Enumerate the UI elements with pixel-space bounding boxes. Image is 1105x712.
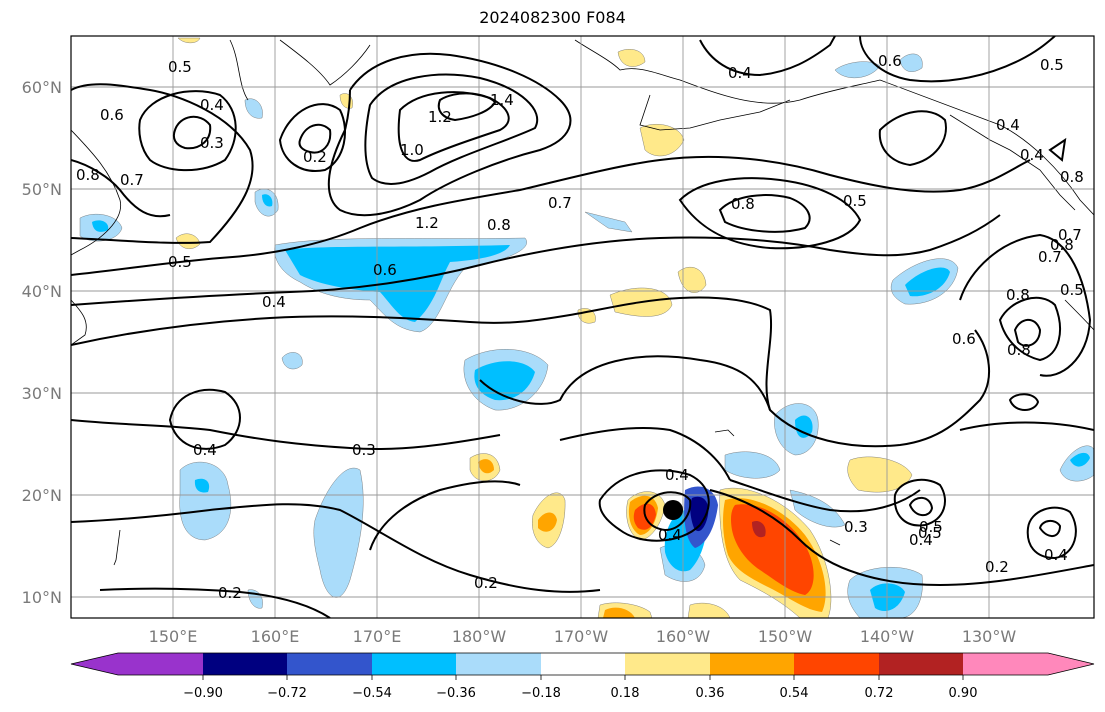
- map-frame: [70, 35, 1095, 619]
- contour-label: 0.3: [844, 518, 868, 536]
- colorbar: −0.90 −0.72 −0.54 −0.36 −0.18 0.18 0.36 …: [70, 652, 1095, 701]
- lon-label: 130°W: [962, 627, 1017, 646]
- contour-label: 0.2: [218, 584, 242, 602]
- colorbar-tick-label: 0.72: [865, 686, 894, 701]
- colorbar-segment: [456, 653, 541, 675]
- contour-label: 0.4: [728, 64, 752, 82]
- lat-label: 10°N: [22, 588, 62, 607]
- colorbar-segment: [203, 653, 287, 675]
- contour-label: 0.5: [168, 253, 192, 271]
- contour-label: 0.5: [919, 518, 943, 536]
- contour-label: 0.4: [909, 531, 933, 549]
- contour-label: 0.6: [373, 261, 397, 279]
- colorbar-tick-label: −0.72: [267, 686, 307, 701]
- colorbar-tick-label: 0.18: [611, 686, 640, 701]
- shading-layer: [79, 37, 1094, 618]
- longitude-labels: 150°E 160°E 170°E 180°W 170°W 160°W 150°…: [149, 627, 1017, 646]
- lon-label: 180°W: [452, 627, 507, 646]
- lon-label: 170°W: [554, 627, 609, 646]
- contour-label: 0.4: [262, 293, 286, 311]
- colorbar-segment: [794, 653, 879, 675]
- contour-label: 0.7: [1038, 248, 1062, 266]
- contour-label: 0.5: [168, 58, 192, 76]
- contour-label: 0.5: [1060, 281, 1084, 299]
- contour-label: 0.8: [487, 216, 511, 234]
- lon-label: 150°E: [149, 627, 198, 646]
- contour-label: 0.2: [985, 558, 1009, 576]
- colorbar-segment: [541, 653, 625, 675]
- contour-label: 0.5: [843, 192, 867, 210]
- colorbar-segment: [879, 653, 963, 675]
- contour-label: 0.3: [200, 134, 224, 152]
- contour-label: 0.8: [731, 195, 755, 213]
- lat-label: 50°N: [22, 180, 62, 199]
- coastlines: [71, 39, 1094, 566]
- contour-label: 0.8: [1006, 286, 1030, 304]
- lon-label: 170°E: [353, 627, 402, 646]
- colorbar-tick-label: 0.36: [696, 686, 725, 701]
- colorbar-tick-label: −0.18: [521, 686, 561, 701]
- lon-label: 140°W: [860, 627, 915, 646]
- map-title: 2024082300 F084: [479, 8, 626, 27]
- contour-label: 0.4: [200, 96, 224, 114]
- contour-labels: 0.5 0.4 0.3 0.2 0.6 0.7 0.8 1.0 1.2 1.4 …: [76, 52, 1084, 602]
- contour-label: 0.6: [878, 52, 902, 70]
- colorbar-segment: [71, 653, 118, 675]
- colorbar-tick-label: −0.36: [436, 686, 476, 701]
- lon-label: 160°W: [656, 627, 711, 646]
- colorbar-tick-label: 0.54: [780, 686, 809, 701]
- contour-label: 0.7: [120, 171, 144, 189]
- contour-label: 1.0: [400, 141, 424, 159]
- contour-label: 0.4: [996, 116, 1020, 134]
- contour-lines: [71, 36, 1094, 618]
- contour-label: 0.8: [1007, 341, 1031, 359]
- contour-label: 0.2: [303, 148, 327, 166]
- colorbar-tick-label: 0.90: [949, 686, 978, 701]
- lat-label: 60°N: [22, 78, 62, 97]
- colorbar-segment: [287, 653, 372, 675]
- contour-label: 0.4: [1020, 146, 1044, 164]
- contour-label: 0.3: [352, 441, 376, 459]
- colorbar-segment: [625, 653, 710, 675]
- contour-label: 0.4: [658, 526, 682, 544]
- contour-label: 1.2: [428, 108, 452, 126]
- contour-label: 0.8: [1060, 168, 1084, 186]
- contour-label: 0.7: [1058, 226, 1082, 244]
- graticule: [71, 36, 1094, 618]
- colorbar-segment: [372, 653, 456, 675]
- colorbar-segment: [963, 653, 1048, 675]
- latitude-labels: 60°N 50°N 40°N 30°N 20°N 10°N: [22, 78, 62, 607]
- colorbar-segment: [710, 653, 794, 675]
- contour-label: 1.4: [490, 91, 514, 109]
- contour-label: 0.2: [474, 574, 498, 592]
- contour-label: 1.2: [415, 214, 439, 232]
- contour-label: 0.6: [952, 330, 976, 348]
- contour-label: 0.8: [76, 166, 100, 184]
- colorbar-tick-label: −0.54: [352, 686, 392, 701]
- storm-center-marker: [663, 500, 683, 520]
- lon-label: 160°E: [251, 627, 300, 646]
- colorbar-segment: [1048, 653, 1094, 675]
- contour-label: 0.5: [1040, 56, 1064, 74]
- lon-label: 150°W: [758, 627, 813, 646]
- contour-label: 0.8: [1050, 236, 1074, 254]
- colorbar-tick-label: −0.90: [183, 686, 223, 701]
- lat-label: 40°N: [22, 282, 62, 301]
- colorbar-segment: [118, 653, 203, 675]
- contour-label: 0.4: [193, 441, 217, 459]
- contour-label: 0.4: [665, 466, 689, 484]
- contour-label: 0.5: [918, 524, 942, 542]
- lat-label: 20°N: [22, 486, 62, 505]
- contour-label: 0.6: [100, 106, 124, 124]
- lat-label: 30°N: [22, 384, 62, 403]
- contour-label: 0.7: [548, 194, 572, 212]
- contour-label: 0.4: [1044, 546, 1068, 564]
